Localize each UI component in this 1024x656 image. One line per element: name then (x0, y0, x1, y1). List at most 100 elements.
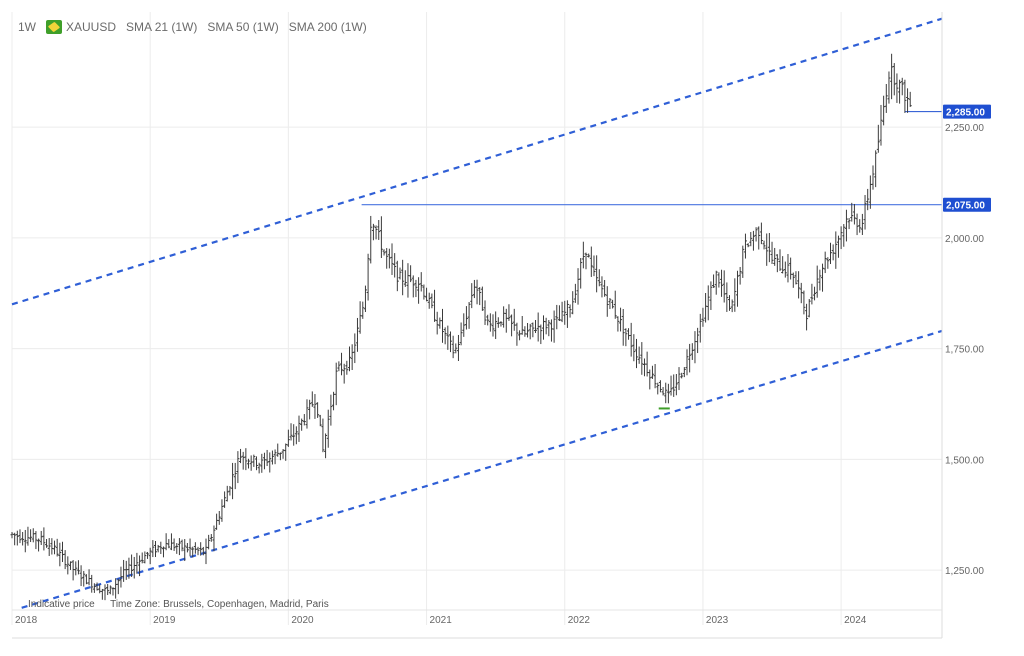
candle (863, 195, 867, 230)
indicator-sma200[interactable]: SMA 200 (1W) (288, 20, 367, 34)
candle (510, 314, 514, 337)
candle (257, 462, 261, 474)
candle (672, 374, 676, 397)
candle (571, 291, 575, 315)
candle (866, 188, 870, 211)
candle (895, 73, 899, 103)
candle (60, 541, 64, 563)
candle (294, 426, 298, 445)
candle (262, 452, 266, 470)
candle (499, 321, 503, 327)
candle (714, 270, 718, 295)
indicator-sma21[interactable]: SMA 21 (1W) (126, 20, 198, 34)
gold-bar-icon (46, 20, 62, 34)
candle (278, 452, 282, 461)
candle (385, 248, 389, 269)
candle (361, 301, 365, 319)
x-tick-label: 2019 (153, 615, 176, 626)
candle (682, 367, 686, 378)
timeframe-label[interactable]: 1W (18, 20, 36, 34)
candle (265, 449, 269, 467)
candle (419, 272, 423, 292)
candle (751, 230, 755, 251)
candle (472, 279, 476, 299)
candle (414, 279, 418, 298)
candle (661, 386, 665, 396)
candle (797, 271, 801, 299)
candle (252, 454, 256, 467)
candle (441, 308, 445, 343)
candle (821, 263, 825, 292)
candle (743, 233, 747, 259)
symbol-selector[interactable]: XAUUSD (46, 20, 116, 34)
candle (395, 260, 399, 292)
candle (143, 551, 147, 564)
candle (698, 313, 702, 343)
candle (528, 323, 532, 340)
candle (427, 292, 431, 309)
candle (276, 443, 280, 457)
candle (791, 272, 795, 288)
candle (204, 538, 208, 565)
candle (207, 534, 211, 550)
candle (138, 555, 142, 577)
candle (759, 222, 763, 245)
candle (185, 542, 189, 553)
candle (730, 299, 734, 313)
candle (467, 302, 471, 329)
candle (491, 314, 495, 337)
timezone-note: Time Zone: Brussels, Copenhagen, Madrid,… (110, 599, 329, 610)
candle (852, 203, 856, 225)
candle (231, 462, 235, 500)
candle (236, 451, 240, 484)
candle (573, 283, 577, 303)
candle (369, 215, 373, 264)
candle (709, 281, 713, 310)
candle (334, 362, 338, 406)
candle (82, 571, 86, 587)
candle (130, 554, 134, 577)
candle (855, 213, 859, 236)
candle (201, 546, 205, 556)
candle (518, 330, 522, 341)
candle (608, 297, 612, 310)
candle (688, 343, 692, 373)
candle (350, 344, 354, 371)
candle (507, 304, 511, 321)
candle (619, 307, 623, 332)
candle (366, 253, 370, 301)
price-label-text: 2,075.00 (946, 201, 985, 212)
candle (725, 282, 729, 312)
indicative-price-note: Indicative price (28, 599, 95, 610)
candle (879, 104, 883, 146)
candle (605, 286, 609, 317)
candle (600, 276, 604, 298)
candle (459, 322, 463, 346)
indicator-sma50[interactable]: SMA 50 (1W) (207, 20, 279, 34)
x-tick-label: 2023 (706, 615, 729, 626)
candle (292, 424, 296, 446)
candle (425, 287, 429, 302)
candle (23, 529, 27, 553)
candle (823, 251, 827, 274)
candle (475, 279, 479, 305)
candle (430, 293, 434, 309)
candle (563, 300, 567, 325)
y-tick-label: 1,250.00 (945, 566, 984, 577)
candle (409, 265, 413, 283)
candle (13, 532, 17, 546)
candle (770, 241, 774, 264)
candle (148, 547, 152, 565)
candle (273, 449, 277, 465)
candle (650, 365, 654, 379)
candle (39, 530, 43, 546)
candle (738, 266, 742, 285)
candle (342, 363, 346, 384)
y-tick-label: 1,500.00 (945, 455, 984, 466)
candle (486, 314, 490, 326)
candle (329, 394, 333, 426)
candle (79, 565, 83, 587)
upper-channel-line (11, 17, 943, 306)
candle (712, 274, 716, 288)
candle (84, 574, 88, 585)
